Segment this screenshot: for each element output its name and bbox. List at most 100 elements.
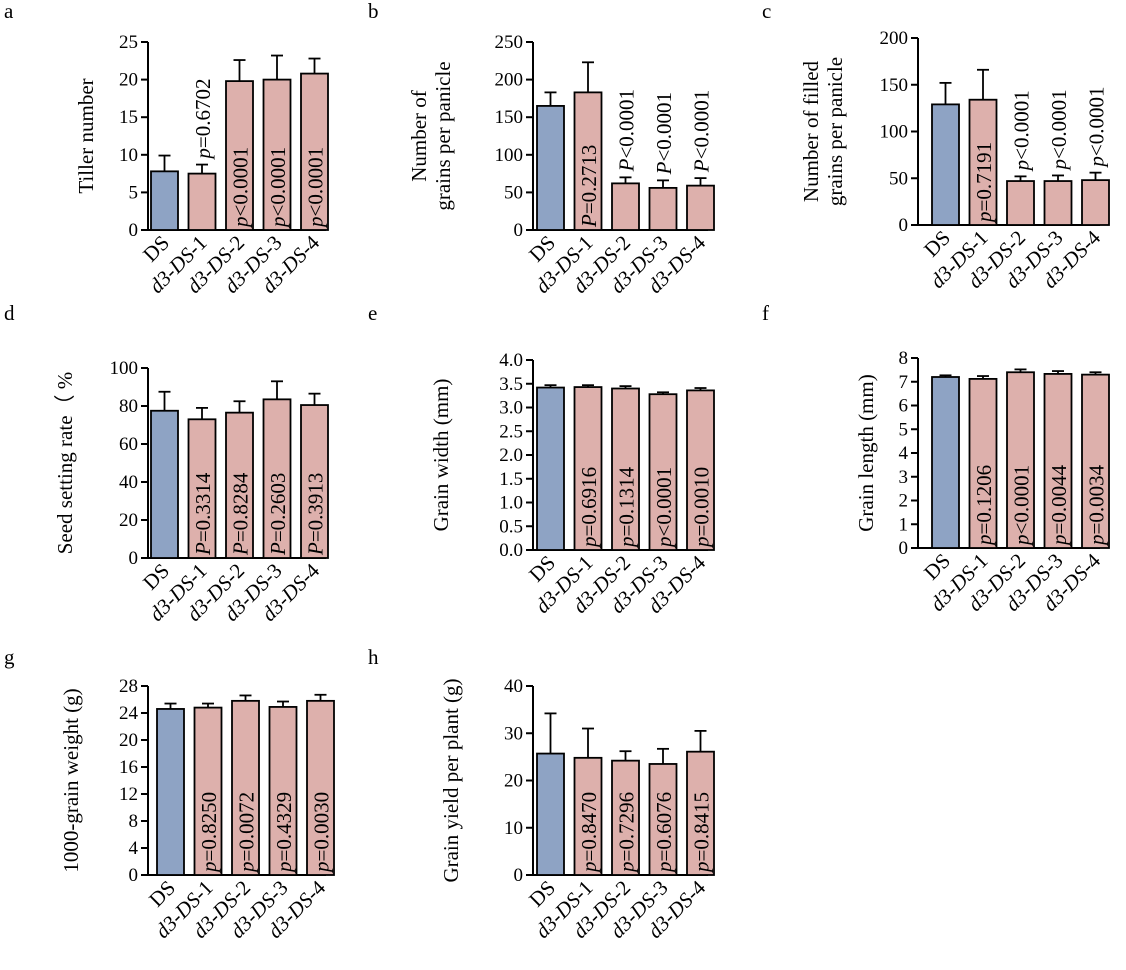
p-value-label: p=0.6916 [577, 467, 601, 549]
bar [1006, 180, 1035, 226]
y-tick-label: 150 [495, 107, 524, 128]
y-tick-label: 200 [495, 70, 524, 91]
y-tick-label: 2 [899, 491, 909, 512]
y-tick-label: 200 [880, 28, 909, 49]
bar [300, 404, 329, 559]
p-value-label: P<0.0001 [690, 90, 714, 173]
p-value-label: p=0.0034 [1085, 464, 1109, 547]
y-axis-title: Grain yield per plant (g) [439, 678, 463, 882]
p-value-label: P=0.2713 [577, 145, 601, 228]
y-tick-label: 1.0 [499, 493, 523, 514]
p-value-label: p=0.6702 [191, 78, 215, 160]
bar [1081, 373, 1110, 549]
y-tick-label: 20 [504, 771, 523, 792]
p-value-label: p<0.0001 [652, 467, 676, 549]
y-tick-label: 7 [899, 372, 909, 393]
y-tick-label: 0 [129, 548, 139, 569]
y-tick-label: 4 [129, 838, 139, 859]
bar [573, 756, 603, 876]
bar [156, 708, 185, 876]
y-tick-label: 50 [504, 182, 523, 203]
y-tick-label: 250 [495, 32, 524, 53]
panel-letter: h [368, 645, 379, 669]
bar [573, 91, 603, 231]
p-value-label: P=0.2603 [266, 473, 290, 556]
bar [931, 376, 960, 549]
bar [686, 389, 715, 551]
y-tick-label: 0 [899, 215, 909, 236]
p-value-label: p=0.0072 [235, 792, 259, 874]
y-tick-label: 1 [899, 514, 909, 535]
bar [268, 706, 298, 876]
bar [611, 759, 640, 876]
y-axis-title: Grain length (mm) [854, 374, 878, 531]
y-tick-label: 8 [899, 348, 909, 369]
bar [536, 752, 565, 876]
panel-letter: g [4, 645, 15, 669]
p-value-label: p<0.0001 [266, 147, 290, 229]
bar [262, 78, 292, 231]
y-tick-label: 12 [119, 784, 138, 805]
p-value-label: p<0.0001 [1010, 90, 1034, 172]
bar [187, 172, 217, 231]
y-tick-label: 100 [495, 145, 524, 166]
bar [648, 393, 678, 551]
y-tick-label: 3.0 [499, 398, 523, 419]
p-value-label: p=0.7296 [615, 792, 639, 874]
bar [1081, 179, 1110, 226]
y-tick-label: 0 [129, 220, 139, 241]
bar [686, 750, 715, 876]
p-value-label: p<0.0001 [229, 147, 253, 229]
panel-letter: a [4, 0, 14, 23]
y-tick-label: 8 [129, 811, 139, 832]
y-tick-label: 0 [514, 220, 524, 241]
y-axis-title: Number of filledgrains per panicle [799, 57, 847, 206]
p-value-label: p<0.0001 [1047, 89, 1071, 171]
p-value-label: p=0.0010 [690, 467, 714, 549]
bar [536, 386, 565, 551]
p-value-label: p=0.8470 [577, 792, 601, 874]
p-value-label: p=0.4329 [272, 792, 296, 874]
y-tick-label: 2.0 [499, 445, 523, 466]
bar [225, 411, 254, 559]
panel-letter: c [762, 0, 771, 23]
p-value-label: p=0.0030 [310, 792, 334, 874]
panel-letter: e [368, 301, 377, 325]
p-value-label: p=0.6076 [652, 792, 676, 874]
panel-e: e 0.0 0.51.0 1.5 2.0 2.53.0 3.5 4.0 Grain width … [368, 301, 715, 618]
bar [231, 699, 260, 876]
p-value-label: p=0.1314 [615, 466, 639, 549]
panel-letter: b [368, 0, 379, 23]
y-tick-label: 5 [129, 182, 139, 203]
y-tick-label: 100 [110, 358, 139, 379]
y-tick-label: 10 [119, 145, 138, 166]
bar [611, 387, 640, 551]
p-value-label: p=0.8250 [197, 792, 221, 874]
y-tick-label: 10 [504, 818, 523, 839]
panel-letter: d [4, 301, 15, 325]
bar [931, 103, 960, 226]
p-value-label: p<0.0001 [1010, 465, 1034, 547]
y-tick-label: 1.5 [499, 469, 523, 490]
y-tick-label: 20 [119, 70, 138, 91]
y-tick-label: 40 [504, 676, 523, 697]
y-tick-label: 0.0 [499, 540, 523, 561]
y-tick-label: 3.5 [499, 374, 523, 395]
y-tick-label: 40 [119, 472, 138, 493]
bar [611, 182, 640, 231]
y-tick-label: 150 [880, 75, 909, 96]
y-axis-title: Tiller number [74, 78, 98, 193]
y-axis-title: Seed setting rate（ % [53, 372, 77, 555]
panel-b: b 0 50 100 150 200 250 Number ofgrains per pani… [368, 0, 715, 298]
y-tick-label: 0 [899, 538, 909, 559]
p-value-label: P<0.0001 [652, 92, 676, 175]
y-tick-label: 0 [129, 865, 139, 886]
y-tick-label: 60 [119, 434, 138, 455]
bar [262, 398, 292, 559]
bar [536, 105, 565, 231]
